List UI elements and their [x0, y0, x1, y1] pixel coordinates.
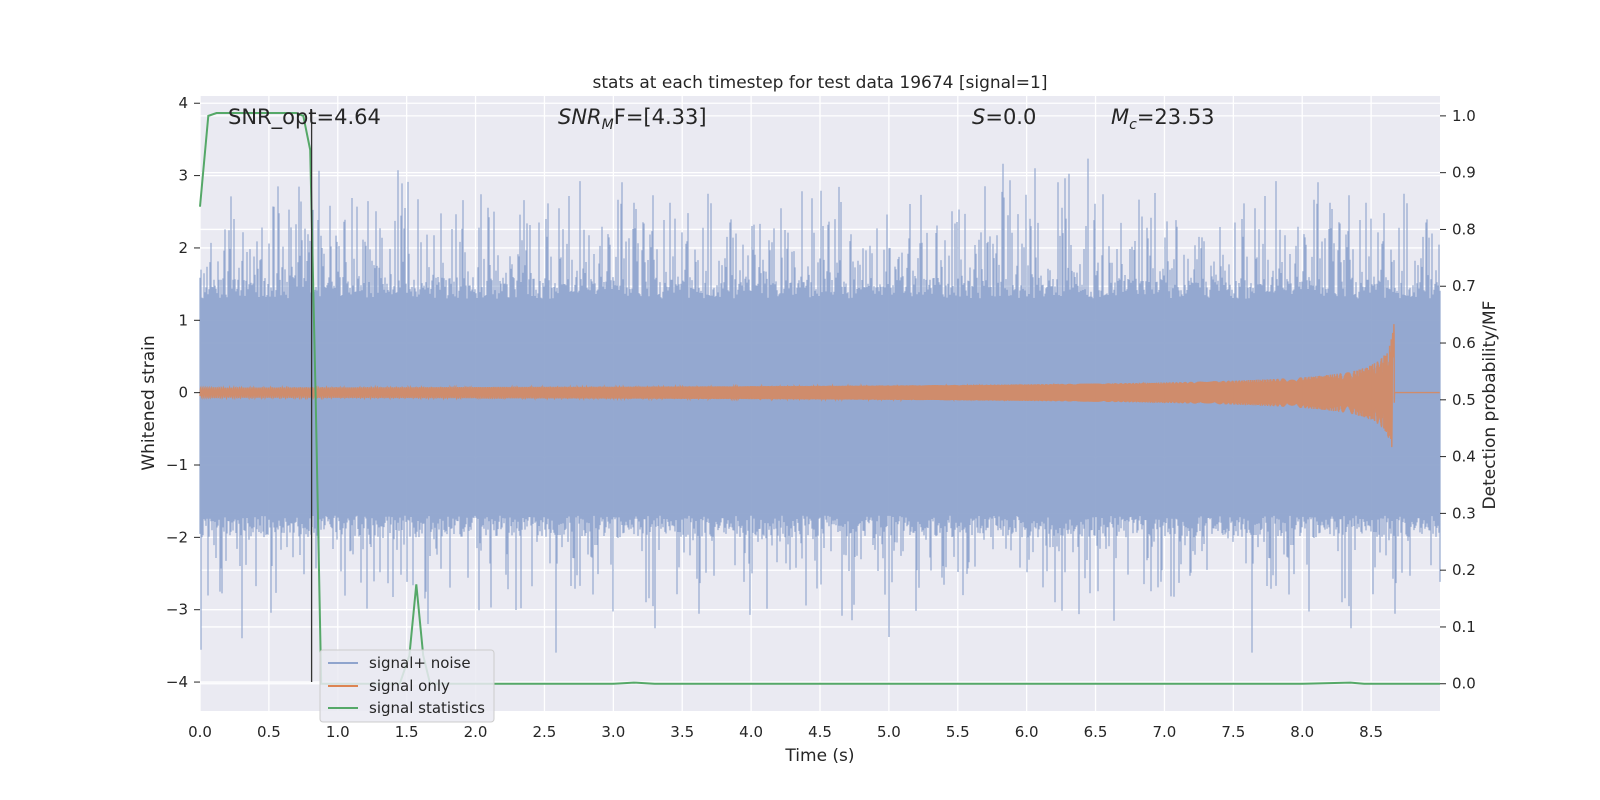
y2-tick-label: 0.0 — [1452, 675, 1476, 693]
annotation-mc-value: =23.53 — [1137, 105, 1215, 129]
axes: 0.0 0.5 1.0 1.5 2.0 2.5 3.0 3.5 4.0 4.5 5.0 5.5 6.0 6… — [166, 94, 1476, 741]
x-tick-label: 1.0 — [326, 723, 350, 741]
x-axis-label: Time (s) — [784, 746, 854, 766]
y2-tick-label: 0.1 — [1452, 618, 1476, 636]
annotation-snr-mf-subscript: M — [602, 117, 614, 133]
y2-axis-label: Detection probability/MF — [1480, 301, 1500, 510]
legend-label-signal-noise: signal+ noise — [369, 654, 471, 672]
y-tick-label: −1 — [166, 456, 188, 474]
y-tick-label: 3 — [178, 167, 188, 185]
x-tick-label: 8.0 — [1290, 723, 1314, 741]
x-tick-label: 6.5 — [1084, 723, 1108, 741]
x-tick-label: 6.0 — [1015, 723, 1039, 741]
annotation-s-value: =0.0 — [985, 105, 1036, 129]
x-tick-label: 2.5 — [533, 723, 557, 741]
y-axis-label: Whitened strain — [139, 335, 159, 470]
x-tick-label: 4.5 — [808, 723, 832, 741]
x-tick-label: 7.5 — [1221, 723, 1245, 741]
x-tick-label: 8.5 — [1359, 723, 1383, 741]
x-tick-label: 7.0 — [1153, 723, 1177, 741]
y-tick-label: −4 — [166, 673, 188, 691]
y2-tick-label: 0.8 — [1452, 220, 1476, 238]
y2-tick-label: 0.4 — [1452, 448, 1476, 466]
annotation-snr-mf-symbol: SNR — [558, 105, 602, 129]
y2-tick-label: 0.3 — [1452, 504, 1476, 522]
signal-only-trace — [199, 324, 1440, 448]
legend: signal+ noise signal only signal statist… — [319, 649, 495, 723]
y2-tick-label: 1.0 — [1452, 107, 1476, 125]
legend-label-signal-only: signal only — [369, 677, 450, 695]
annotation-mc: Mc=23.53 — [1111, 105, 1215, 133]
y-tick-label: 4 — [178, 94, 188, 112]
annotation-mc-symbol: M — [1111, 105, 1129, 129]
legend-label-signal-statistics: signal statistics — [369, 699, 485, 717]
x-tick-label: 5.5 — [946, 723, 970, 741]
x-tick-label: 1.5 — [395, 723, 419, 741]
x-tick-label: 2.0 — [464, 723, 488, 741]
y2-tick-label: 0.2 — [1452, 561, 1476, 579]
x-tick-label: 3.0 — [601, 723, 625, 741]
x-tick-label: 0.5 — [257, 723, 281, 741]
y2-tick-label: 0.6 — [1452, 334, 1476, 352]
annotation-s-symbol: S — [972, 105, 985, 129]
y2-tick-label: 0.9 — [1452, 164, 1476, 182]
y2-tick-label: 0.7 — [1452, 277, 1476, 295]
chart-title: stats at each timestep for test data 196… — [593, 73, 1048, 93]
annotation-s: S=0.0 — [972, 105, 1036, 129]
y-tick-label: 2 — [178, 239, 188, 257]
y-tick-label: 0 — [178, 384, 188, 402]
legend-box — [319, 649, 495, 723]
x-tick-label: 3.5 — [670, 723, 694, 741]
series-signal-only — [199, 324, 1440, 448]
y2-tick-label: 0.5 — [1452, 391, 1476, 409]
annotation-snr-mf-value: F=[4.33] — [614, 105, 707, 129]
x-tick-label: 0.0 — [188, 723, 212, 741]
annotation-mc-subscript: c — [1129, 117, 1137, 133]
x-tick-label: 5.0 — [877, 723, 901, 741]
annotation-snr-opt: SNR_opt=4.64 — [228, 105, 381, 130]
y-tick-label: 1 — [178, 311, 188, 329]
y-tick-label: −2 — [166, 528, 188, 546]
x-tick-label: 4.0 — [739, 723, 763, 741]
y-tick-label: −3 — [166, 601, 188, 619]
annotation-snr-mf: SNRMF=[4.33] — [558, 105, 707, 133]
